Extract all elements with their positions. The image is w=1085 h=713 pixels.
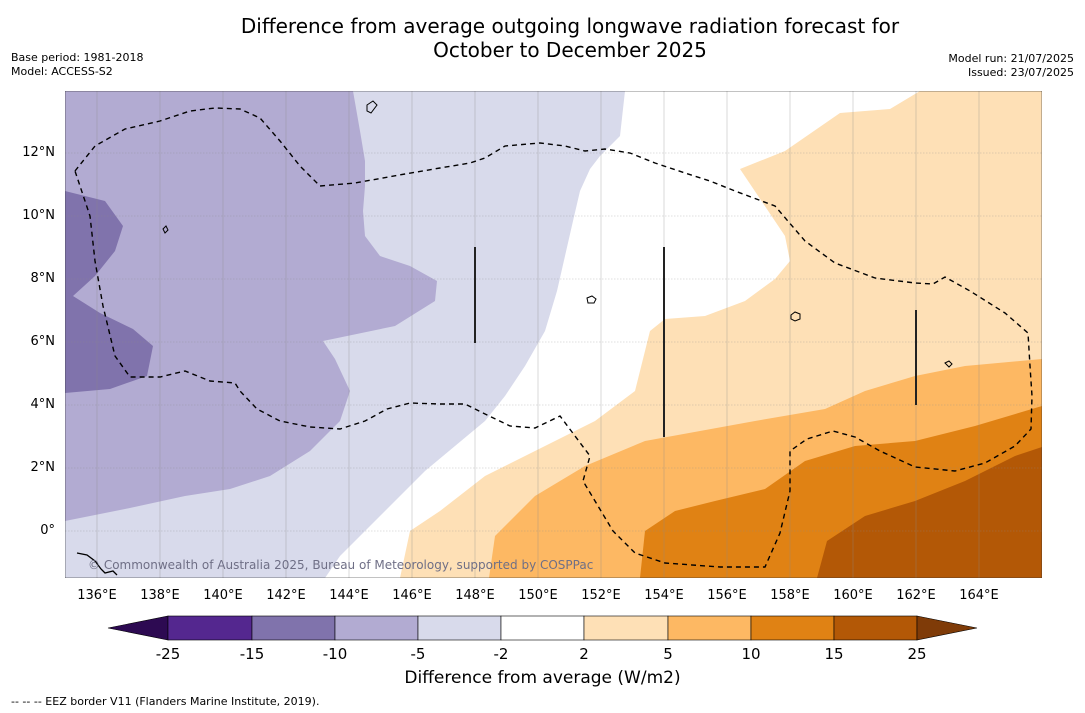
eez-border-dashed	[74, 107, 1033, 568]
forecast-map	[65, 91, 1042, 578]
island-northwest	[366, 100, 378, 114]
lon-label-148e: 148°E	[455, 588, 495, 603]
island-atoll-3	[790, 311, 801, 322]
copyright-notice: © Commonwealth of Australia 2025, Bureau…	[88, 558, 594, 572]
lon-label-138e: 138°E	[140, 588, 180, 603]
colorbar-tick-10: 10	[741, 645, 761, 663]
base-period-text: Base period: 1981-2018	[11, 51, 144, 64]
run-info: Model run: 21/07/2025 Issued: 23/07/2025	[948, 52, 1074, 80]
colorbar-high-extend	[916, 615, 978, 641]
lat-label-4n: 4°N	[30, 397, 56, 412]
island-atoll-4	[944, 360, 953, 368]
colorbar	[107, 615, 978, 641]
colorbar-title: Difference from average (W/m2)	[404, 668, 681, 688]
shade-minus10-minus5	[65, 91, 437, 521]
title-line-1: Difference from average outgoing longwav…	[240, 14, 900, 38]
colorbar-tick-5: 5	[663, 645, 673, 663]
shade-minus15-minus10	[65, 191, 153, 393]
map-svg	[65, 91, 1042, 578]
colorbar-tick-2: 2	[579, 645, 589, 663]
lon-label-152e: 152°E	[581, 588, 621, 603]
colorbar-segment-2-5	[583, 615, 669, 641]
colorbar-segment-10-15	[750, 615, 835, 641]
lon-label-142e: 142°E	[266, 588, 306, 603]
title-line-2: October to December 2025	[433, 38, 707, 62]
eez-footnote: -- -- -- EEZ border V11 (Flanders Marine…	[11, 695, 320, 708]
colorbar-segment-minus15-minus10	[251, 615, 336, 641]
colorbar-tick-minus10: -10	[322, 645, 348, 663]
lon-label-158e: 158°E	[770, 588, 810, 603]
lon-label-164e: 164°E	[959, 588, 999, 603]
colorbar-segment-minus2-2	[500, 615, 585, 641]
colorbar-tick-15: 15	[824, 645, 844, 663]
lon-label-144e: 144°E	[329, 588, 369, 603]
colorbar-segment-minus10-minus5	[334, 615, 419, 641]
map-title: Difference from average outgoing longwav…	[0, 14, 1085, 62]
model-text: Model: ACCESS-S2	[11, 65, 113, 78]
island-atoll-1	[162, 225, 169, 234]
lon-label-154e: 154°E	[644, 588, 684, 603]
lat-label-2n: 2°N	[30, 460, 56, 475]
colorbar-segment-minus25-minus15	[167, 615, 253, 641]
lat-label-8n: 8°N	[30, 271, 56, 286]
issued-text: Issued: 23/07/2025	[967, 66, 1074, 79]
graticule	[96, 91, 980, 578]
colorbar-tick-minus5: -5	[410, 645, 426, 663]
lat-label-10n: 10°N	[22, 208, 55, 223]
islands	[76, 100, 953, 576]
shade-15-25	[817, 447, 1042, 578]
lon-label-146e: 146°E	[392, 588, 432, 603]
island-markers	[474, 247, 917, 437]
colorbar-low-extend	[107, 615, 169, 641]
lon-label-156e: 156°E	[707, 588, 747, 603]
colorbar-segment-minus5-minus2	[417, 615, 502, 641]
colorbar-tick-minus2: -2	[493, 645, 509, 663]
lon-label-136e: 136°E	[77, 588, 117, 603]
lat-label-6n: 6°N	[30, 334, 56, 349]
graticule-latitudes	[65, 152, 1042, 532]
colorbar-segment-15-25	[833, 615, 918, 641]
lat-label-12n: 12°N	[22, 145, 55, 160]
colorbar-segment-5-10	[667, 615, 752, 641]
lon-label-160e: 160°E	[833, 588, 873, 603]
model-info: Base period: 1981-2018 Model: ACCESS-S2	[11, 51, 143, 79]
lat-label-0: 0°	[40, 523, 55, 538]
lon-label-150e: 150°E	[518, 588, 558, 603]
island-atoll-2	[586, 295, 597, 304]
island-southwest	[76, 552, 118, 576]
colorbar-tick-minus15: -15	[239, 645, 265, 663]
colorbar-tick-25: 25	[907, 645, 927, 663]
colorbar-tick-minus25: -25	[155, 645, 181, 663]
model-run-text: Model run: 21/07/2025	[948, 52, 1074, 65]
lon-label-140e: 140°E	[203, 588, 243, 603]
lon-label-162e: 162°E	[896, 588, 936, 603]
